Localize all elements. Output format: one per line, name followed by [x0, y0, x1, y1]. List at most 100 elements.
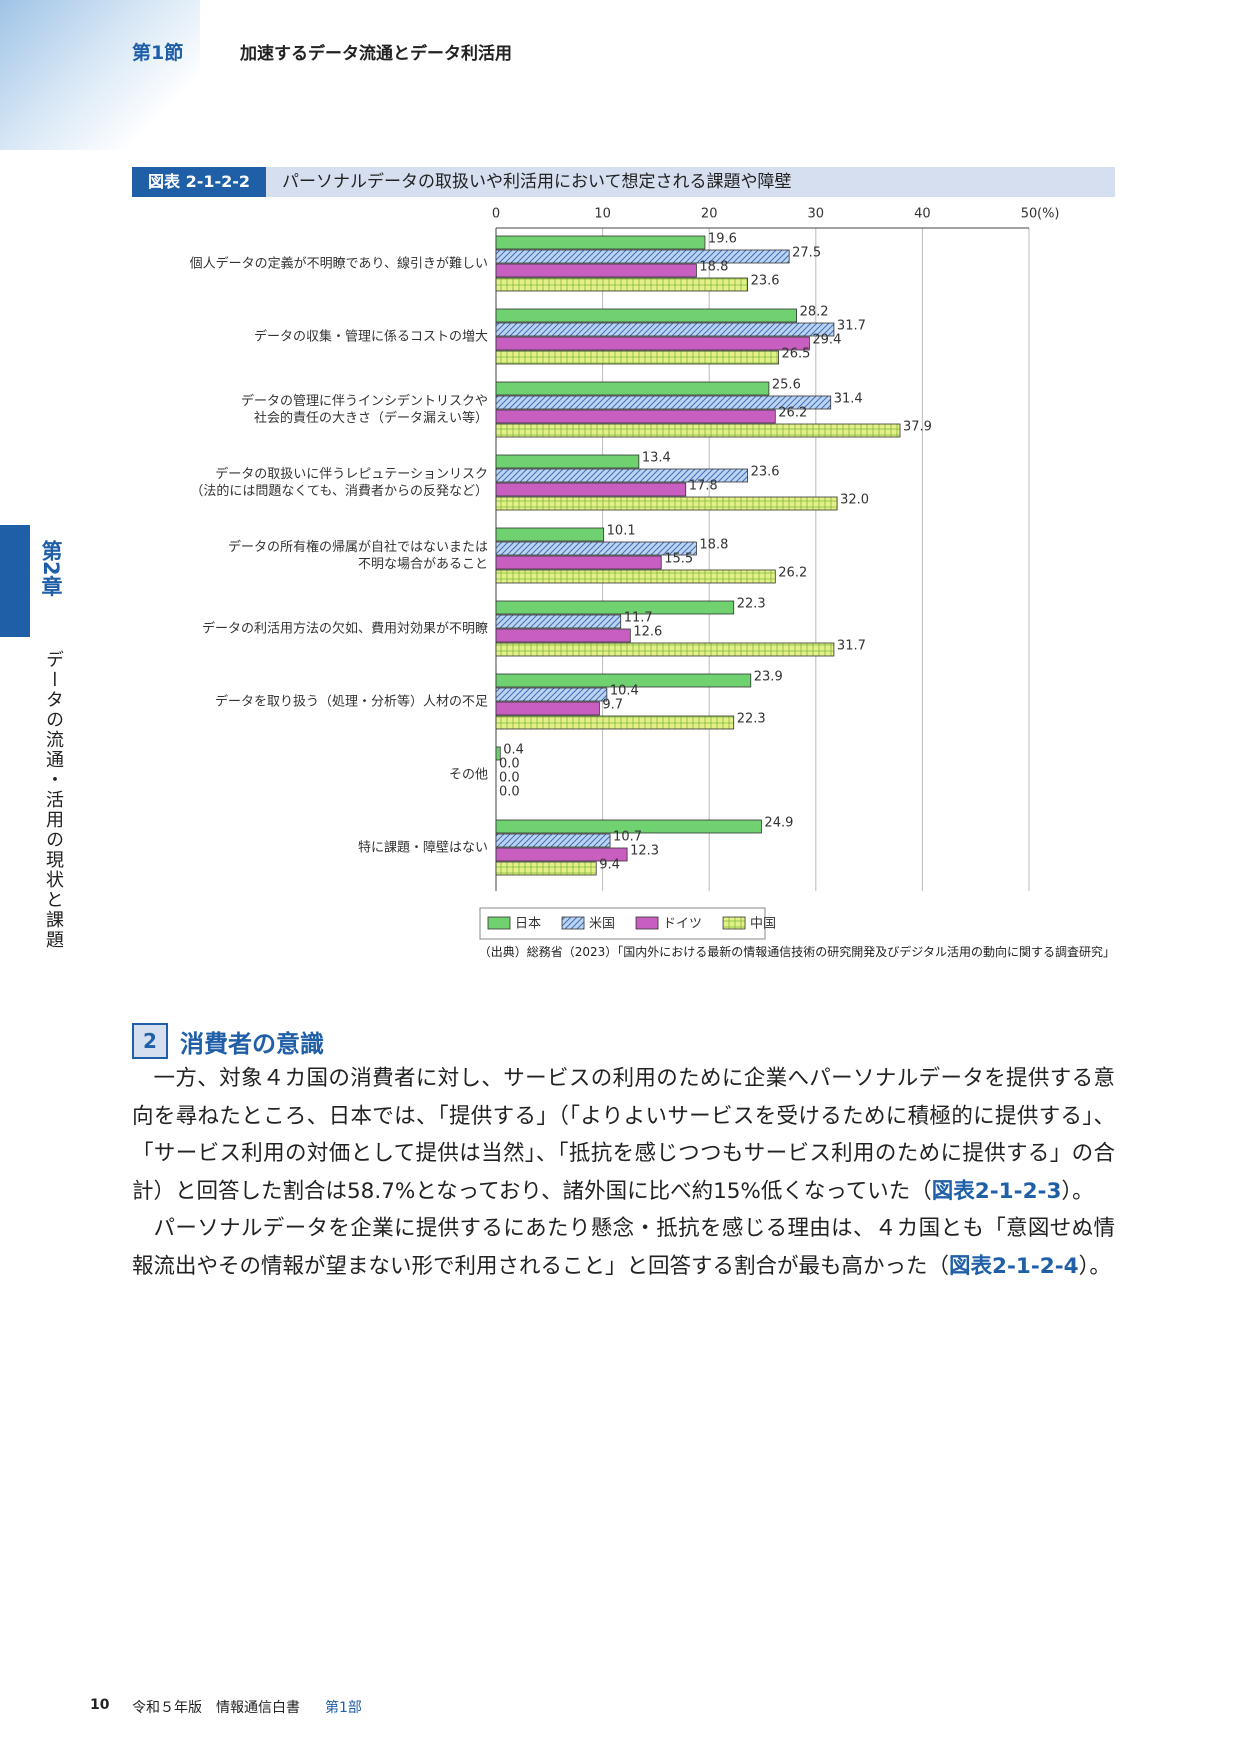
- bar: [495, 541, 697, 556]
- figure-title-bar: 図表 2-1-2-2 パーソナルデータの取扱いや利活用において想定される課題や障…: [132, 167, 1115, 197]
- x-tick-label: 30: [808, 207, 825, 222]
- chart: 0 10 20 30 40 50 (%) 個人データの定義が不明瞭であり、線引きが難しい 19.…: [190, 207, 1060, 940]
- category-label: データの取扱いに伴うレピュテーションリスク: [215, 466, 488, 482]
- source: （出典）総務省（2023）「国内外における最新の情報通信技術の研究開発及びデジタ…: [478, 945, 1115, 959]
- text: ）。: [1061, 1178, 1094, 1204]
- value-label: 22.3: [737, 712, 766, 727]
- value-label: 17.8: [689, 479, 718, 494]
- x-tick-label: 0: [492, 207, 500, 222]
- category-label: データを取り扱う（処理・分析等）人材の不足: [215, 694, 488, 710]
- value-label: 31.7: [837, 639, 866, 654]
- value-label: 10.4: [610, 684, 639, 699]
- figure-reference[interactable]: 図表2-1-2-4: [949, 1253, 1079, 1279]
- figure-reference[interactable]: 図表2-1-2-3: [931, 1178, 1062, 1204]
- category-label: 不明な場合があること: [358, 557, 488, 572]
- corner-decoration: [0, 0, 200, 150]
- value-label: 22.3: [737, 597, 766, 612]
- bar: [495, 308, 798, 323]
- bar: [495, 249, 790, 264]
- bar: [495, 395, 832, 410]
- value-label: 0.0: [499, 771, 520, 786]
- paragraph: パーソナルデータを企業に提供するにあたり懸念・抵抗を感じる理由は、４カ国とも「意…: [132, 1210, 1115, 1285]
- section-label: 第1節: [132, 42, 184, 64]
- text: ）。: [1078, 1253, 1111, 1279]
- category-label: データの所有権の帰属が自社ではないまたは: [228, 539, 488, 555]
- part-label: 第1部: [325, 1700, 362, 1716]
- bar: [495, 336, 810, 351]
- value-label: 10.1: [607, 524, 636, 539]
- value-label: 24.9: [764, 816, 793, 831]
- bar: [495, 628, 631, 643]
- chapter-title: データの流通・活用の現状と課題: [43, 650, 64, 950]
- bar: [495, 235, 706, 250]
- book-title: 令和５年版 情報通信白書: [132, 1700, 300, 1716]
- body-text: 一方、対象４カ国の消費者に対し、サービスの利用のために企業へパーソナルデータを提…: [132, 1060, 1115, 1285]
- value-label: 27.5: [792, 246, 821, 261]
- value-label: 18.8: [699, 260, 728, 275]
- x-tick-label: 20: [701, 207, 718, 222]
- value-label: 18.8: [699, 538, 728, 553]
- legend-label: 米国: [589, 917, 615, 932]
- bar: [495, 861, 597, 876]
- legend-label: 日本: [515, 917, 541, 932]
- value-label: 26.5: [781, 347, 810, 362]
- legend-box: [479, 907, 766, 940]
- value-label: 19.6: [708, 232, 737, 247]
- chapter-label: 第2章: [39, 540, 63, 597]
- section-number: 2: [132, 1023, 168, 1059]
- bar: [495, 555, 662, 570]
- value-label: 31.4: [834, 392, 863, 407]
- legend-swatch: [722, 916, 746, 930]
- value-label: 0.0: [499, 785, 520, 800]
- value-label: 9.7: [602, 698, 623, 713]
- bar: [495, 454, 640, 469]
- bar: [495, 322, 835, 337]
- bar: [495, 715, 735, 730]
- bar: [495, 746, 501, 761]
- bar: [495, 277, 748, 292]
- figure-number: 図表 2-1-2-2: [132, 167, 267, 197]
- figure-title: パーソナルデータの取扱いや利活用において想定される課題や障壁: [282, 172, 792, 192]
- bar: [495, 569, 776, 584]
- paragraph: 一方、対象４カ国の消費者に対し、サービスの利用のために企業へパーソナルデータを提…: [132, 1060, 1115, 1210]
- bar: [495, 642, 835, 657]
- legend-label: 中国: [750, 917, 776, 932]
- value-label: 26.2: [778, 406, 807, 421]
- legend-swatch: [561, 916, 585, 930]
- value-label: 12.6: [633, 625, 662, 640]
- value-label: 32.0: [840, 493, 869, 508]
- section-title: 消費者の意識: [180, 1029, 324, 1058]
- bar: [495, 381, 770, 396]
- unit-label: (%): [1037, 207, 1060, 222]
- value-label: 26.2: [778, 566, 807, 581]
- bar: [495, 614, 622, 629]
- value-label: 0.4: [503, 743, 524, 758]
- x-tick-label: 10: [594, 207, 611, 222]
- bar: [495, 847, 628, 862]
- category-label: 社会的責任の大きさ（データ漏えい等）: [254, 410, 488, 426]
- value-label: 31.7: [837, 319, 866, 334]
- value-label: 15.5: [664, 552, 693, 567]
- value-label: 25.6: [772, 378, 801, 393]
- section-heading: 2 消費者の意識: [132, 1023, 324, 1059]
- bar: [495, 482, 687, 497]
- bar: [495, 833, 611, 848]
- category-label: データの収集・管理に係るコストの増大: [254, 329, 488, 345]
- bar: [495, 350, 779, 365]
- header-title: 加速するデータ流通とデータ利活用: [240, 44, 512, 64]
- bar: [495, 263, 697, 278]
- bar: [495, 423, 901, 438]
- bar: [495, 600, 735, 615]
- value-label: 13.4: [642, 451, 671, 466]
- value-label: 29.4: [812, 333, 841, 348]
- legend-label: ドイツ: [663, 917, 702, 932]
- value-label: 28.2: [800, 305, 829, 320]
- page-number: 10: [90, 1697, 110, 1713]
- bar: [495, 687, 608, 702]
- category-label: データの管理に伴うインシデントリスクや: [241, 393, 488, 409]
- category-label: その他: [449, 768, 488, 783]
- category-label: 特に課題・障壁はない: [358, 840, 488, 856]
- bar: [495, 468, 748, 483]
- x-tick-label: 50: [1021, 207, 1038, 222]
